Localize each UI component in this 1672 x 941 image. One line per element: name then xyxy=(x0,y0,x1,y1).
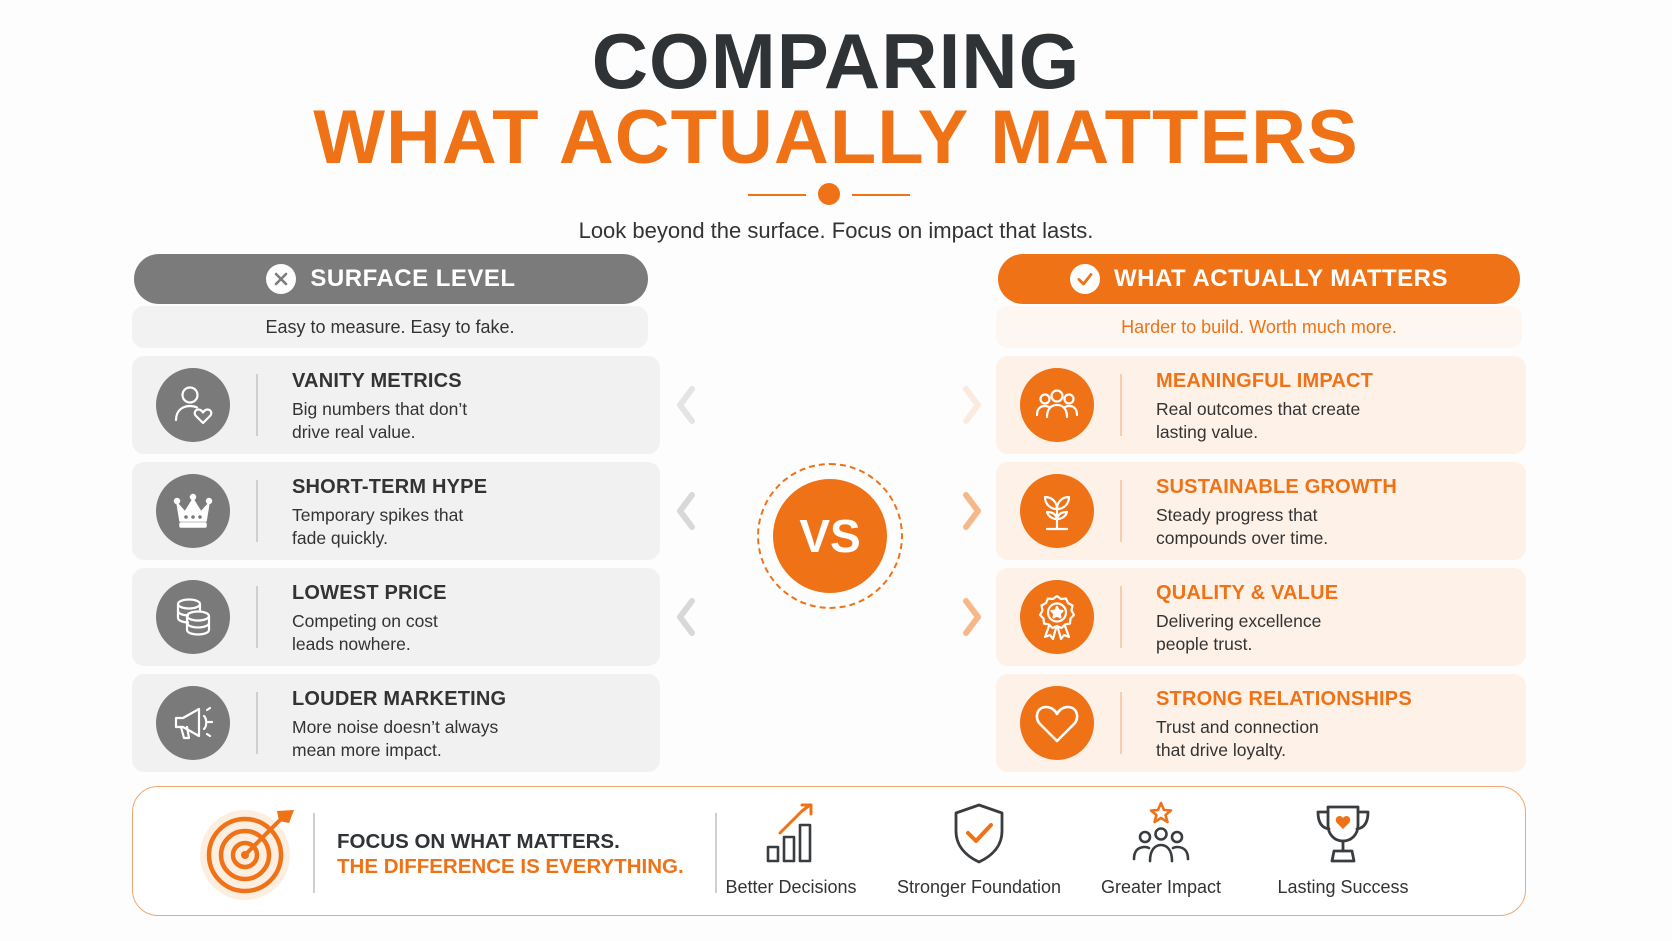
card-description-line-2: leads nowhere. xyxy=(292,634,411,654)
chevron-left-icon xyxy=(677,492,695,530)
card-vanity-metrics: VANITY METRICS Big numbers that don’t dr… xyxy=(132,356,660,454)
benefit-label: Greater Impact xyxy=(1100,877,1222,897)
benefit-label: Better Decisions xyxy=(725,877,857,897)
card-title: MEANINGFUL IMPACT xyxy=(1156,370,1374,392)
card-divider xyxy=(256,692,258,754)
chevron-right-icon xyxy=(963,492,981,530)
card-description-line-1: More noise doesn’t always xyxy=(292,717,499,737)
card-divider xyxy=(256,374,258,436)
card-description-line-1: Competing on cost xyxy=(292,611,438,631)
card-divider xyxy=(1120,692,1122,754)
people-group-icon xyxy=(1020,368,1094,442)
title-line-1: COMPARING xyxy=(591,17,1081,105)
vs-badge: VS xyxy=(773,479,887,593)
card-louder-marketing: LOUDER MARKETING More noise doesn’t alwa… xyxy=(132,674,660,772)
benefit-greater-impact: Greater Impact xyxy=(1071,801,1251,898)
card-short-term-hype: SHORT-TERM HYPE Temporary spikes that fa… xyxy=(132,462,660,560)
card-lowest-price: LOWEST PRICE Competing on cost leads now… xyxy=(132,568,660,666)
banner-subheading: THE DIFFERENCE IS EVERYTHING. xyxy=(337,855,684,878)
x-circle-icon xyxy=(266,264,297,294)
surface-level-tagline: Easy to measure. Easy to fake. xyxy=(132,306,648,348)
card-title: QUALITY & VALUE xyxy=(1156,582,1339,604)
crown-icon xyxy=(156,474,230,548)
card-description-line-1: Big numbers that don’t xyxy=(292,399,468,419)
banner-divider xyxy=(313,813,315,893)
benefit-lasting-success: Lasting Success xyxy=(1253,801,1433,898)
card-title: LOWEST PRICE xyxy=(292,582,447,604)
divider-line-left xyxy=(748,194,806,196)
divider-line-right xyxy=(852,194,910,196)
card-title: LOUDER MARKETING xyxy=(292,688,507,710)
card-divider xyxy=(1120,374,1122,436)
card-description-line-2: lasting value. xyxy=(1156,422,1259,442)
card-description-line-2: compounds over time. xyxy=(1156,528,1329,548)
benefit-stronger-foundation: Stronger Foundation xyxy=(889,801,1069,898)
chevron-right-icon xyxy=(963,386,981,424)
card-divider xyxy=(1120,586,1122,648)
card-divider xyxy=(256,586,258,648)
card-description-line-1: Delivering excellence xyxy=(1156,611,1322,631)
card-title: SHORT-TERM HYPE xyxy=(292,476,488,498)
card-strong-relationships: STRONG RELATIONSHIPS Trust and connectio… xyxy=(996,674,1526,772)
banner-divider xyxy=(715,813,717,893)
what-matters-tagline: Harder to build. Worth much more. xyxy=(996,306,1522,348)
vs-ring xyxy=(757,463,903,609)
card-divider xyxy=(256,480,258,542)
card-title: STRONG RELATIONSHIPS xyxy=(1156,688,1412,710)
megaphone-icon xyxy=(156,686,230,760)
card-quality-value: QUALITY & VALUE Delivering excellence pe… xyxy=(996,568,1526,666)
card-description-line-2: drive real value. xyxy=(292,422,416,442)
card-description-line-2: fade quickly. xyxy=(292,528,388,548)
card-sustainable-growth: SUSTAINABLE GROWTH Steady progress that … xyxy=(996,462,1526,560)
benefit-better-decisions: Better Decisions xyxy=(701,801,881,898)
subtitle: Look beyond the surface. Focus on impact… xyxy=(578,218,1094,243)
person-heart-icon xyxy=(156,368,230,442)
card-meaningful-impact: MEANINGFUL IMPACT Real outcomes that cre… xyxy=(996,356,1526,454)
card-divider xyxy=(1120,480,1122,542)
surface-level-header: SURFACE LEVEL xyxy=(134,254,648,304)
banner-heading: FOCUS ON WHAT MATTERS. xyxy=(337,830,620,853)
what-matters-header: WHAT ACTUALLY MATTERS xyxy=(998,254,1520,304)
card-description-line-2: people trust. xyxy=(1156,634,1253,654)
title-line-2: WHAT ACTUALLY MATTERS xyxy=(313,95,1359,180)
card-description-line-2: mean more impact. xyxy=(292,740,442,760)
heart-icon xyxy=(1020,686,1094,760)
target-arrow-icon xyxy=(200,810,294,900)
card-description-line-2: that drive loyalty. xyxy=(1156,740,1287,760)
bar-chart-up-icon xyxy=(766,803,813,863)
benefit-label: Stronger Foundation xyxy=(896,877,1062,897)
card-description-line-1: Steady progress that xyxy=(1156,505,1318,525)
team-star-icon xyxy=(1132,801,1190,863)
card-title: SUSTAINABLE GROWTH xyxy=(1156,476,1397,498)
divider-dot xyxy=(818,183,840,205)
shield-check-icon xyxy=(954,803,1004,864)
trophy-icon xyxy=(1316,805,1370,863)
chevron-left-icon xyxy=(677,386,695,424)
chevron-left-icon xyxy=(677,598,695,636)
what-matters-header-label: WHAT ACTUALLY MATTERS xyxy=(1113,265,1449,292)
chevron-right-icon xyxy=(963,598,981,636)
plant-icon xyxy=(1020,474,1094,548)
card-description-line-1: Real outcomes that create xyxy=(1156,399,1361,419)
benefit-label: Lasting Success xyxy=(1277,877,1409,897)
bottom-banner: FOCUS ON WHAT MATTERS. THE DIFFERENCE IS… xyxy=(132,786,1526,916)
card-description-line-1: Trust and connection xyxy=(1156,717,1319,737)
surface-level-header-label: SURFACE LEVEL xyxy=(310,265,516,292)
award-badge-icon xyxy=(1020,580,1094,654)
check-circle-icon xyxy=(1069,264,1100,294)
card-description-line-1: Temporary spikes that xyxy=(292,505,464,525)
coins-icon xyxy=(156,580,230,654)
card-title: VANITY METRICS xyxy=(292,370,462,392)
